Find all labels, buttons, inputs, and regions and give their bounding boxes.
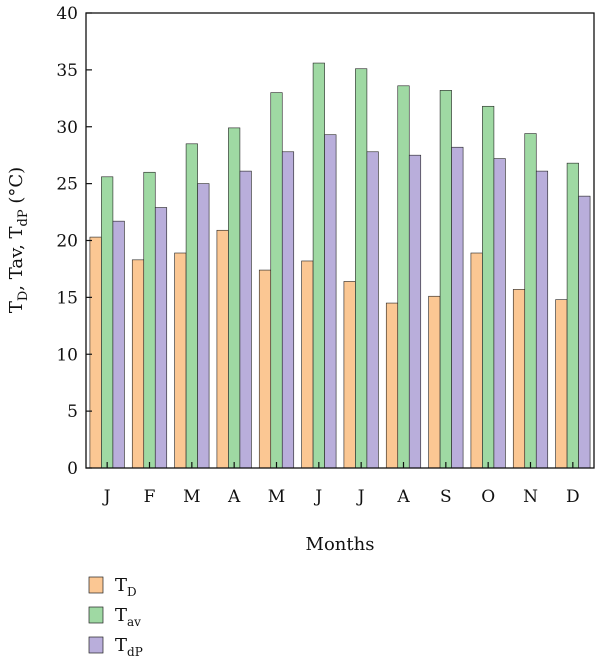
x-tick-label: J bbox=[102, 487, 111, 507]
x-tick-label: J bbox=[356, 487, 365, 507]
x-tick-label: S bbox=[440, 487, 452, 507]
bar-t-d-2 bbox=[131, 259, 145, 469]
bar-t-av-1 bbox=[101, 176, 114, 469]
bar-t-d-4 bbox=[216, 229, 229, 469]
bar-t-av-3 bbox=[185, 143, 198, 469]
x-tick-label: O bbox=[481, 487, 495, 507]
bar-t-dp-10 bbox=[493, 158, 506, 469]
bar-t-d-5 bbox=[258, 269, 272, 469]
y-axis-title-part: (°C) bbox=[6, 167, 27, 210]
x-tick-label: J bbox=[313, 487, 322, 507]
legend-label-main: T bbox=[115, 575, 127, 596]
bar-t-av-9 bbox=[439, 90, 452, 469]
bar-t-d-10 bbox=[470, 252, 483, 469]
legend-label: TD bbox=[115, 575, 137, 599]
y-tick-label: 30 bbox=[56, 118, 78, 138]
bar-t-dp-6 bbox=[324, 134, 337, 469]
bar-t-av-12 bbox=[566, 162, 579, 469]
bar-t-av-5 bbox=[270, 92, 283, 469]
y-tick-label: 35 bbox=[56, 61, 78, 81]
bar-t-d-11 bbox=[512, 289, 526, 469]
legend-label-sub: av bbox=[127, 615, 141, 629]
x-axis-title: Months bbox=[306, 534, 375, 555]
bars-group bbox=[89, 62, 591, 469]
y-tick-label: 5 bbox=[67, 402, 78, 422]
plot-frame bbox=[85, 12, 595, 469]
y-axis-title-part: D bbox=[16, 291, 31, 301]
y-tick-label: 0 bbox=[67, 459, 78, 479]
legend-label-sub: D bbox=[127, 585, 137, 599]
bar-t-d-8 bbox=[385, 302, 399, 469]
x-tick-label: M bbox=[183, 487, 200, 507]
bar-t-dp-9 bbox=[451, 146, 464, 469]
bar-t-av-4 bbox=[228, 127, 241, 469]
bar-t-d-3 bbox=[174, 252, 187, 469]
bar-t-av-7 bbox=[355, 68, 368, 469]
bar-t-dp-12 bbox=[578, 195, 591, 469]
x-tick-label: M bbox=[268, 487, 285, 507]
bar-t-dp-2 bbox=[154, 207, 168, 469]
bar-t-av-8 bbox=[397, 85, 410, 469]
legend-swatch bbox=[88, 576, 104, 594]
y-tick-label: 25 bbox=[56, 175, 78, 195]
y-axis-title-part: , Tav, T bbox=[6, 226, 27, 290]
x-tick-label: A bbox=[396, 487, 410, 507]
bar-t-dp-8 bbox=[408, 154, 422, 469]
y-axis-title: TD, Tav, TdP (°C) bbox=[6, 167, 31, 313]
y-tick-label: 40 bbox=[56, 4, 78, 24]
bar-t-av-2 bbox=[143, 171, 156, 469]
bar-t-av-11 bbox=[524, 133, 537, 469]
bar-t-d-12 bbox=[555, 299, 568, 469]
legend-label: Tav bbox=[115, 605, 141, 629]
x-tick-label: D bbox=[566, 487, 580, 507]
x-tick-label: A bbox=[227, 487, 241, 507]
bar-t-dp-11 bbox=[535, 170, 549, 469]
legend-swatch bbox=[88, 636, 104, 654]
legend-swatch bbox=[88, 606, 104, 624]
bar-t-dp-1 bbox=[112, 220, 125, 469]
bar-t-d-9 bbox=[428, 295, 441, 469]
y-tick-label: 15 bbox=[56, 288, 78, 308]
x-tick-label: N bbox=[523, 487, 538, 507]
bar-t-av-10 bbox=[482, 105, 495, 469]
x-tick-label: F bbox=[144, 487, 156, 507]
bar-t-dp-7 bbox=[366, 151, 379, 469]
bar-t-av-6 bbox=[312, 62, 325, 469]
bar-t-dp-5 bbox=[281, 151, 295, 469]
bar-t-d-6 bbox=[301, 260, 314, 469]
legend-label-sub: dP bbox=[127, 645, 143, 659]
bar-t-d-1 bbox=[89, 236, 102, 469]
y-axis-title-part: T bbox=[6, 301, 27, 313]
bar-t-dp-3 bbox=[197, 183, 210, 469]
legend-label: TdP bbox=[115, 635, 143, 659]
y-axis: 0 5 10 15 20 25 30 35 40 bbox=[56, 4, 92, 479]
bar-t-d-7 bbox=[343, 281, 356, 469]
y-tick-label: 20 bbox=[56, 232, 78, 252]
bar-t-dp-4 bbox=[239, 170, 252, 469]
legend-label-main: T bbox=[115, 605, 127, 626]
y-axis-title-part: dP bbox=[16, 209, 31, 226]
legend-label-main: T bbox=[115, 635, 127, 656]
y-tick-label: 10 bbox=[56, 345, 78, 365]
